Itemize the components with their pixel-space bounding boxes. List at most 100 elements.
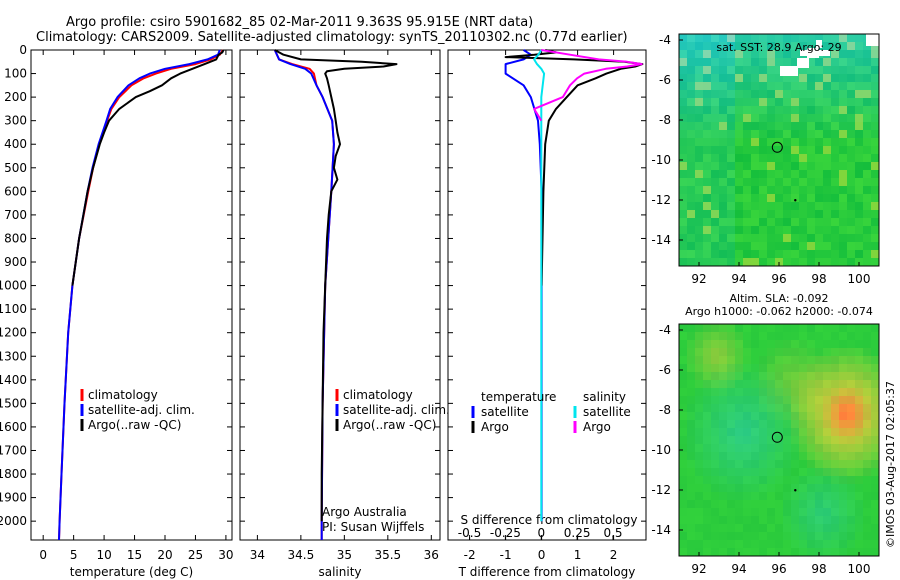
map-cell — [855, 146, 863, 154]
map-lat-label-sst: -4 — [659, 33, 671, 47]
map-cell — [679, 58, 687, 66]
map-cell — [695, 412, 703, 420]
map-cell — [711, 492, 719, 500]
map-cell — [791, 412, 799, 420]
map-cell — [687, 170, 695, 178]
map-cell — [735, 66, 743, 74]
map-cell — [775, 516, 783, 524]
map-cell — [695, 500, 703, 508]
map-cell — [871, 138, 879, 146]
map-cell — [759, 404, 767, 412]
map-cell — [703, 162, 711, 170]
map-cell — [815, 364, 823, 372]
map-cell — [743, 340, 751, 348]
map-cell — [775, 444, 783, 452]
map-cell — [695, 452, 703, 460]
map-cell — [727, 476, 735, 484]
map-cell — [799, 332, 807, 340]
map-cell — [807, 356, 815, 364]
map-cell — [695, 460, 703, 468]
map-cell — [783, 114, 791, 122]
map-cell — [807, 178, 815, 186]
map-cell — [687, 106, 695, 114]
map-cell — [727, 122, 735, 130]
map-cell — [687, 540, 695, 548]
map-cell — [871, 258, 879, 266]
map-cell — [855, 492, 863, 500]
map-cell — [863, 106, 871, 114]
map-cell — [807, 98, 815, 106]
map-cell — [711, 226, 719, 234]
map-cell — [735, 428, 743, 436]
map-cell — [815, 234, 823, 242]
map-cell — [799, 218, 807, 226]
map-lat-label-sst: -10 — [651, 153, 671, 167]
map-cell — [855, 516, 863, 524]
map-cell — [703, 364, 711, 372]
map-cell — [759, 356, 767, 364]
map-cell — [759, 194, 767, 202]
map-cell — [767, 234, 775, 242]
map-cell — [759, 420, 767, 428]
map-cell — [863, 516, 871, 524]
map-cell — [735, 194, 743, 202]
map-cell — [719, 532, 727, 540]
map-cell — [807, 540, 815, 548]
map-cell — [791, 324, 799, 332]
map-cell — [703, 444, 711, 452]
map-cell — [767, 444, 775, 452]
map-cell — [807, 468, 815, 476]
map-cell — [743, 452, 751, 460]
map-cell — [831, 380, 839, 388]
map-cell — [807, 58, 815, 66]
map-cell — [711, 258, 719, 266]
map-cell — [775, 154, 783, 162]
map-cell — [719, 122, 727, 130]
map-cell — [831, 500, 839, 508]
map-cell — [719, 412, 727, 420]
map-cell — [703, 420, 711, 428]
map-cell — [727, 412, 735, 420]
map-cell — [703, 226, 711, 234]
map-cell — [679, 162, 687, 170]
land-mask — [780, 66, 798, 76]
map-cell — [679, 356, 687, 364]
map-cell — [863, 340, 871, 348]
depth-tick-label: 700 — [4, 208, 27, 222]
depth-tick-label: 1500 — [0, 396, 27, 410]
map-cell — [775, 396, 783, 404]
map-cell — [823, 210, 831, 218]
map-cell — [759, 66, 767, 74]
map-cell — [687, 258, 695, 266]
map-cell — [719, 202, 727, 210]
map-cell — [711, 50, 719, 58]
map-cell — [831, 364, 839, 372]
map-cell — [807, 42, 815, 50]
map-cell — [735, 242, 743, 250]
map-cell — [823, 396, 831, 404]
map-cell — [839, 364, 847, 372]
map-cell — [767, 484, 775, 492]
map-cell — [679, 508, 687, 516]
map-cell — [791, 420, 799, 428]
map-cell — [831, 524, 839, 532]
map-cell — [871, 122, 879, 130]
map-cell — [727, 388, 735, 396]
map-cell — [871, 146, 879, 154]
map-cell — [727, 420, 735, 428]
map-cell — [871, 202, 879, 210]
map-cell — [831, 258, 839, 266]
map-cell — [863, 444, 871, 452]
map-lat-label-sst: -6 — [659, 73, 671, 87]
map-cell — [783, 194, 791, 202]
map-cell — [871, 388, 879, 396]
map-cell — [735, 412, 743, 420]
map-cell — [751, 146, 759, 154]
map-cell — [775, 122, 783, 130]
map-cell — [759, 42, 767, 50]
map-cell — [847, 492, 855, 500]
map-cell — [695, 170, 703, 178]
map-cell — [711, 548, 719, 556]
map-cell — [767, 356, 775, 364]
map-cell — [823, 532, 831, 540]
